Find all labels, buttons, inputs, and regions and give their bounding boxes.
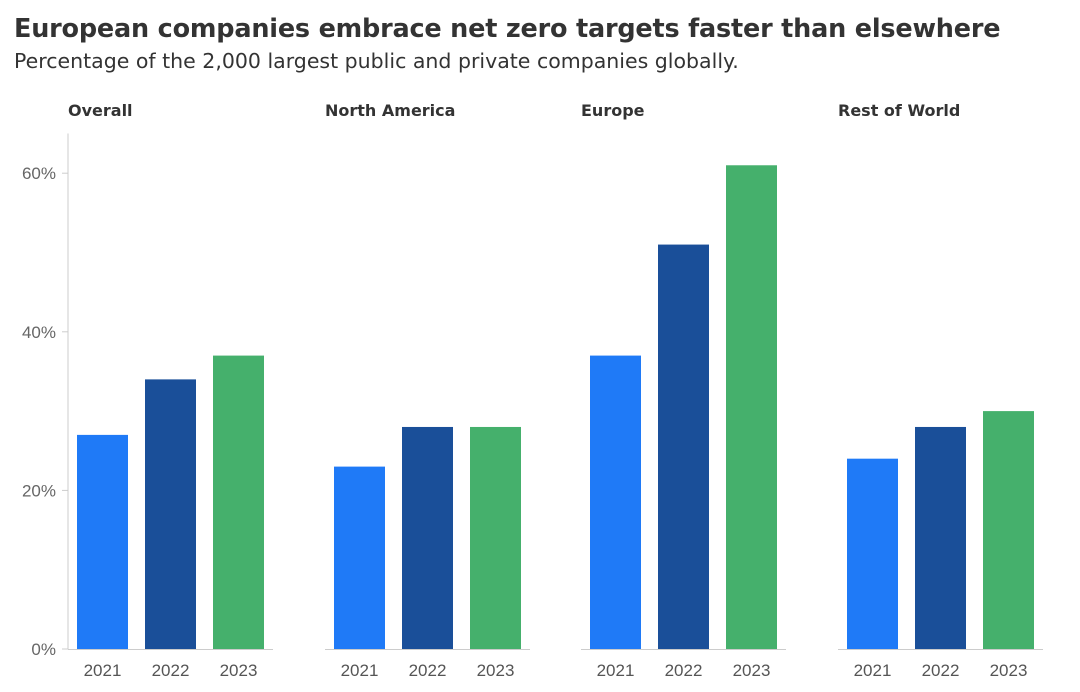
x-tick-label: 2022 xyxy=(922,661,960,680)
bar-north-america-2022: North America 2022: 28% xyxy=(402,426,453,649)
bar-overall-2023: Overall 2023: 37% xyxy=(213,355,264,649)
x-tick-label: 2023 xyxy=(220,661,258,680)
panel-title-overall: Overall xyxy=(68,101,133,120)
x-tick-label: 2022 xyxy=(665,661,703,680)
panel-title-north-america: North America xyxy=(325,101,455,120)
x-tick-label: 2023 xyxy=(477,661,515,680)
x-tick-label: 2021 xyxy=(341,661,379,680)
x-tick-label: 2023 xyxy=(990,661,1028,680)
x-tick-label: 2021 xyxy=(84,661,122,680)
x-tick-label: 2021 xyxy=(597,661,635,680)
x-tick-label: 2021 xyxy=(854,661,892,680)
y-tick-label: 0% xyxy=(31,640,56,659)
bar-europe-2021: Europe 2021: 37% xyxy=(590,355,641,649)
bar-rest-of-world-2023: Rest of World 2023: 30% xyxy=(983,411,1034,649)
x-tick-label: 2022 xyxy=(152,661,190,680)
bar-rest-of-world-2021: Rest of World 2021: 24% xyxy=(847,458,898,649)
bar-europe-2023: Europe 2023: 61% xyxy=(726,165,777,649)
bar-north-america-2023: North America 2023: 28% xyxy=(470,426,521,649)
x-tick-label: 2023 xyxy=(733,661,771,680)
bar-overall-2022: Overall 2022: 34% xyxy=(145,379,196,649)
bar-north-america-2021: North America 2021: 23% xyxy=(334,466,385,649)
y-tick-label: 60% xyxy=(22,164,56,183)
panel-title-rest-of-world: Rest of World xyxy=(838,101,960,120)
x-tick-label: 2022 xyxy=(409,661,447,680)
panel-title-europe: Europe xyxy=(581,101,645,120)
bar-rest-of-world-2022: Rest of World 2022: 28% xyxy=(915,426,966,649)
bar-europe-2022: Europe 2022: 51% xyxy=(658,244,709,649)
chart-subtitle: Percentage of the 2,000 largest public a… xyxy=(14,49,739,73)
chart-title: European companies embrace net zero targ… xyxy=(14,14,1001,44)
y-tick-label: 40% xyxy=(22,323,56,342)
bar-overall-2021: Overall 2021: 27% xyxy=(77,434,128,649)
y-tick-label: 20% xyxy=(22,481,56,500)
